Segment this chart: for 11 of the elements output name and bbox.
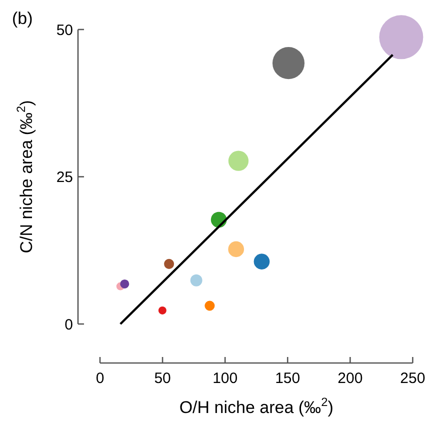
chart-title: (b) (12, 9, 33, 28)
x-tick-label: 100 (212, 370, 238, 387)
x-tick-label: 0 (96, 370, 104, 387)
x-tick-label: 50 (154, 370, 171, 387)
x-tick-label: 150 (275, 370, 300, 387)
y-tick-label: 25 (56, 169, 73, 186)
y-tick-label: 50 (56, 22, 73, 39)
x-axis-title: O/H niche area (‰$^{2}$) (179, 395, 334, 417)
x-tick-label: 250 (400, 370, 425, 387)
y-tick-label: 0 (64, 316, 73, 334)
x-tick-label: 200 (338, 370, 363, 387)
